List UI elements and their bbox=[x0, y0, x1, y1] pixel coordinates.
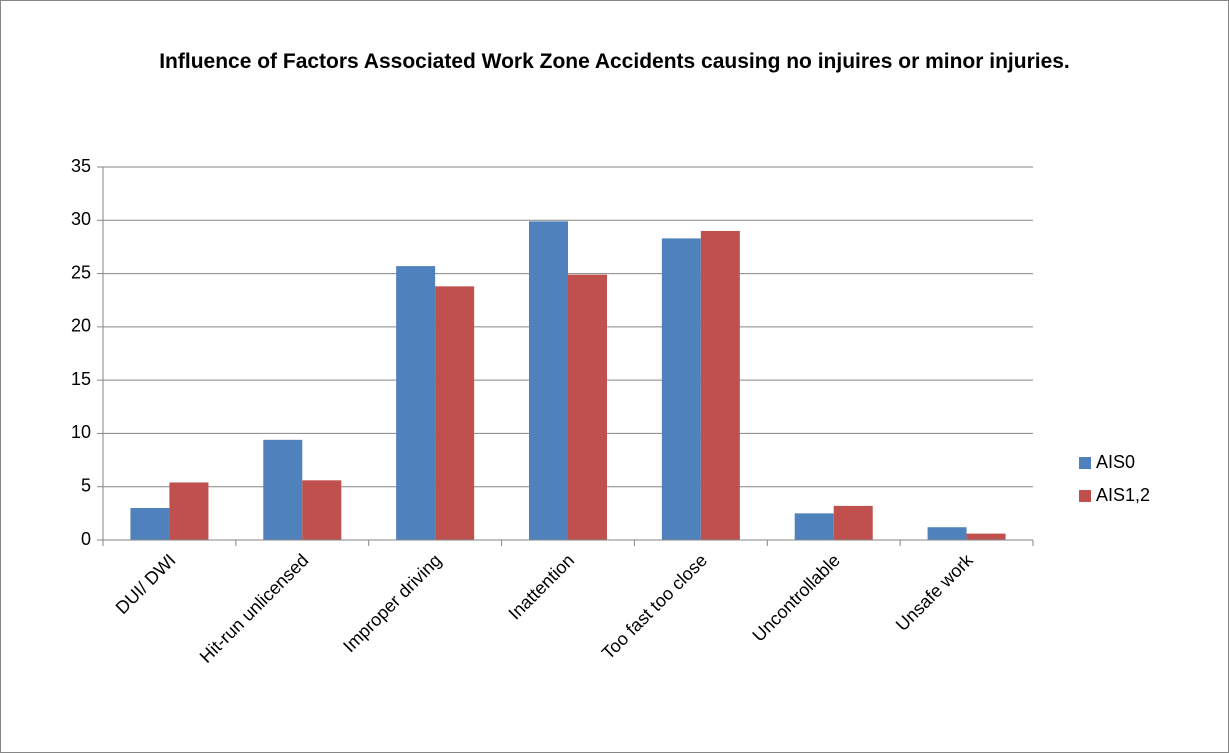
bar bbox=[700, 230, 740, 540]
bar bbox=[396, 266, 436, 540]
bar bbox=[927, 527, 967, 540]
bar bbox=[435, 286, 475, 540]
bar bbox=[966, 533, 1006, 540]
bar bbox=[794, 513, 834, 540]
legend-swatch bbox=[1079, 490, 1091, 502]
y-tick-label: 15 bbox=[71, 369, 91, 389]
bar bbox=[568, 274, 607, 540]
y-tick-label: 30 bbox=[71, 209, 91, 229]
bar bbox=[833, 505, 873, 540]
y-tick-label: 0 bbox=[81, 529, 91, 549]
y-tick-label: 25 bbox=[71, 262, 91, 282]
bar bbox=[169, 482, 209, 540]
legend-label: AIS1,2 bbox=[1096, 485, 1150, 505]
bar bbox=[302, 480, 342, 540]
y-tick-label: 20 bbox=[71, 316, 91, 336]
bar bbox=[661, 238, 701, 540]
chart-title: Influence of Factors Associated Work Zon… bbox=[159, 50, 1070, 73]
legend-swatch bbox=[1079, 457, 1091, 469]
bar bbox=[130, 508, 170, 540]
bar bbox=[529, 221, 568, 540]
y-tick-label: 35 bbox=[71, 156, 91, 176]
y-tick-label: 10 bbox=[71, 422, 91, 442]
legend-label: AIS0 bbox=[1096, 452, 1135, 472]
y-tick-label: 5 bbox=[81, 475, 91, 495]
bar bbox=[263, 439, 303, 540]
